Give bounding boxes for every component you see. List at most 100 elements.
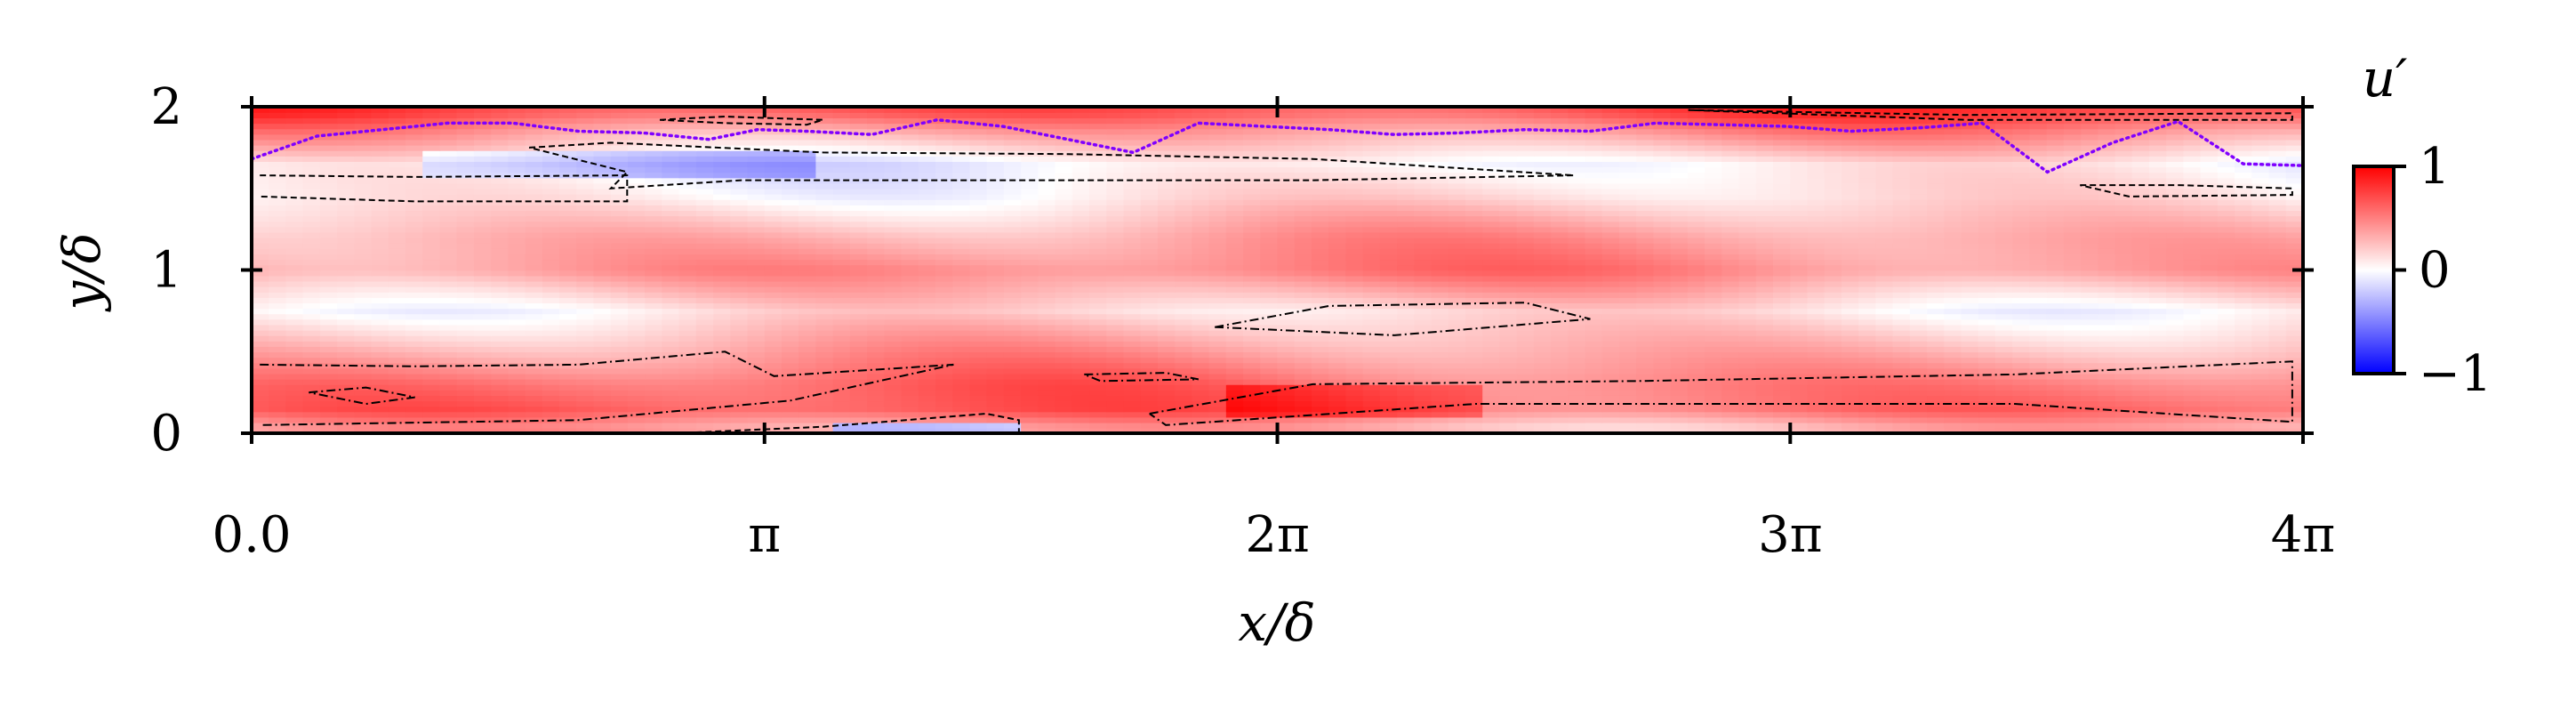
field-cell bbox=[1414, 324, 1432, 331]
field-cell bbox=[1277, 286, 1296, 293]
field-cell bbox=[2131, 341, 2150, 347]
field-cell bbox=[867, 341, 886, 347]
field-cell bbox=[1345, 286, 1364, 293]
field-cell bbox=[2029, 334, 2048, 342]
field-cell bbox=[1277, 406, 1296, 413]
field-cell bbox=[1106, 286, 1125, 293]
field-cell bbox=[1892, 383, 1911, 391]
field-cell bbox=[269, 237, 287, 244]
field-cell bbox=[1705, 264, 1723, 271]
field-cell bbox=[1533, 416, 1552, 423]
field-cell bbox=[2115, 297, 2133, 303]
field-cell bbox=[645, 378, 663, 385]
field-cell bbox=[1670, 308, 1689, 315]
field-cell bbox=[2098, 237, 2116, 244]
field-cell bbox=[593, 390, 612, 396]
field-cell bbox=[1738, 427, 1757, 433]
field-cell bbox=[1687, 341, 1705, 347]
field-cell bbox=[1841, 357, 1859, 364]
field-cell bbox=[1705, 275, 1723, 282]
field-cell bbox=[867, 411, 886, 418]
field-cell bbox=[559, 286, 578, 293]
field-cell bbox=[252, 422, 270, 429]
field-cell bbox=[952, 270, 971, 277]
field-cell bbox=[337, 210, 356, 217]
field-cell bbox=[1858, 221, 1877, 228]
field-cell bbox=[2046, 302, 2065, 310]
field-cell bbox=[1994, 286, 2013, 293]
field-cell bbox=[1465, 427, 1483, 433]
field-cell bbox=[1003, 221, 1022, 228]
field-cell bbox=[1790, 210, 1809, 217]
field-cell bbox=[1585, 248, 1603, 254]
field-cell bbox=[1277, 324, 1296, 331]
field-cell bbox=[2046, 422, 2065, 429]
field-cell bbox=[2200, 367, 2219, 375]
field-cell bbox=[935, 427, 954, 433]
field-cell bbox=[2115, 270, 2133, 277]
field-cell bbox=[1397, 346, 1416, 353]
field-cell bbox=[559, 357, 578, 364]
field-cell bbox=[405, 341, 424, 347]
field-cell bbox=[730, 362, 749, 369]
field-cell bbox=[2046, 242, 2065, 249]
field-cell bbox=[559, 259, 578, 266]
field-cell bbox=[1927, 259, 1946, 266]
field-cell bbox=[1499, 357, 1518, 364]
field-cell bbox=[2098, 329, 2116, 336]
field-cell bbox=[1585, 221, 1603, 228]
field-cell bbox=[1978, 275, 1996, 282]
field-cell bbox=[1944, 248, 1962, 254]
field-cell bbox=[319, 302, 338, 310]
field-cell bbox=[1755, 341, 1774, 347]
field-cell bbox=[388, 297, 406, 303]
field-cell bbox=[1482, 264, 1501, 271]
field-cell bbox=[1499, 205, 1518, 212]
field-cell bbox=[798, 406, 817, 413]
field-cell bbox=[1123, 280, 1142, 287]
field-cell bbox=[1414, 383, 1432, 391]
field-cell bbox=[1636, 416, 1655, 423]
field-cell bbox=[525, 346, 543, 353]
field-cell bbox=[1516, 422, 1535, 429]
field-cell bbox=[1294, 275, 1312, 282]
field-cell bbox=[2148, 231, 2167, 238]
field-cell bbox=[2012, 221, 2031, 228]
field-cell bbox=[678, 422, 697, 429]
field-cell bbox=[2235, 362, 2253, 369]
field-cell bbox=[1858, 357, 1877, 364]
field-cell bbox=[1055, 383, 1073, 391]
field-cell bbox=[1875, 242, 1894, 249]
field-cell bbox=[969, 248, 988, 254]
field-cell bbox=[525, 308, 543, 315]
field-cell bbox=[1448, 400, 1466, 407]
field-cell bbox=[1123, 378, 1142, 385]
field-cell bbox=[901, 210, 919, 217]
field-cell bbox=[1653, 308, 1672, 315]
field-cell bbox=[781, 313, 799, 320]
field-cell bbox=[439, 383, 458, 391]
field-cell bbox=[1071, 254, 1090, 261]
field-cell bbox=[559, 291, 578, 298]
field-cell bbox=[1192, 297, 1210, 303]
field-cell bbox=[1021, 297, 1039, 303]
field-cell bbox=[662, 346, 680, 353]
field-cell bbox=[1140, 221, 1159, 228]
field-cell bbox=[302, 362, 321, 369]
field-cell bbox=[285, 248, 304, 254]
field-cell bbox=[1414, 334, 1432, 342]
field-cell bbox=[2251, 373, 2270, 380]
field-cell bbox=[1807, 237, 1826, 244]
field-cell bbox=[1379, 427, 1398, 433]
field-cell bbox=[525, 324, 543, 331]
field-cell bbox=[1157, 286, 1176, 293]
field-cell bbox=[2029, 373, 2048, 380]
field-cell bbox=[747, 286, 766, 293]
field-cell bbox=[1465, 351, 1483, 359]
field-cell bbox=[2046, 329, 2065, 336]
field-cell bbox=[610, 280, 629, 287]
field-cell bbox=[1773, 215, 1792, 222]
field-cell bbox=[252, 270, 270, 277]
field-cell bbox=[1824, 367, 1842, 375]
field-cell bbox=[1294, 357, 1312, 364]
